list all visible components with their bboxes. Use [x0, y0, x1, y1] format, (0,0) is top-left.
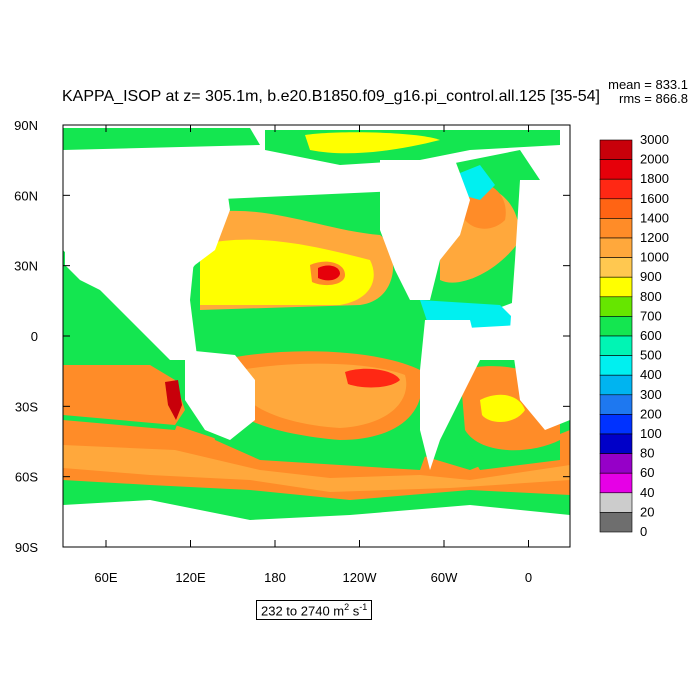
leeuwin-hot [165, 380, 182, 420]
lon-tick-label: 120E [175, 570, 206, 585]
colorbar-swatch [599, 453, 633, 474]
colorbar-label: 3000 [640, 132, 669, 147]
colorbar-swatch [599, 512, 633, 533]
data-range-label: 232 to 2740 m2 s-1 [256, 600, 373, 621]
colorbar-label: 100 [640, 426, 662, 441]
lon-tick-label: 180 [264, 570, 286, 585]
colorbar-swatch [599, 492, 633, 513]
indian-ocean-orange [63, 365, 185, 425]
longitude-ticks: 60E 120E 180 120W 60W 0 [94, 125, 532, 585]
lat-tick-label: 90S [15, 540, 38, 555]
acc-light [63, 445, 570, 492]
colorbar-swatch [599, 335, 633, 356]
mean-stat: mean = 833.1 [608, 77, 688, 92]
colorbar-label: 0 [640, 524, 647, 539]
land-europe-africa [510, 180, 570, 430]
stats-block: mean = 833.1 rms = 866.8 [608, 78, 688, 106]
lat-tick-label: 90N [14, 118, 38, 133]
colorbar-swatch [599, 316, 633, 337]
colorbar-swatch [599, 394, 633, 415]
colorbar-label: 1000 [640, 250, 669, 265]
arctic-yellow [305, 132, 440, 154]
colorbar-label: 1400 [640, 210, 669, 225]
colorbar-label: 700 [640, 308, 662, 323]
lat-tick-label: 30N [14, 259, 38, 274]
colorbar-label: 80 [640, 446, 654, 461]
land-north-america [380, 160, 470, 300]
lat-tick-label: 60N [14, 188, 38, 203]
colorbar-label: 20 [640, 504, 654, 519]
colorbar-label: 600 [640, 328, 662, 343]
north-pacific-hot [318, 265, 340, 281]
colorbar-label: 2000 [640, 152, 669, 167]
colorbar-label: 1600 [640, 191, 669, 206]
colorbar-swatch [599, 414, 633, 435]
range-text: 232 to 2740 m [261, 603, 345, 619]
range-exp1: 2 [344, 602, 350, 612]
colorbar-label: 40 [640, 485, 654, 500]
lat-tick-label: 0 [31, 329, 38, 344]
colorbar-label: 60 [640, 465, 654, 480]
colorbar-label: 1800 [640, 171, 669, 186]
lon-tick-label: 60W [431, 570, 458, 585]
colorbar-swatch [599, 218, 633, 239]
lon-tick-label: 0 [525, 570, 532, 585]
colorbar-swatch [599, 296, 633, 317]
colorbar-swatch [599, 159, 633, 180]
colorbar-swatch [599, 257, 633, 278]
land-antarctica [63, 520, 570, 547]
land-south-america [420, 320, 480, 470]
range-mid: s [349, 603, 360, 619]
latitude-ticks: 90N 60N 30N 0 30S 60S 90S [14, 118, 570, 555]
colorbar-swatch [599, 237, 633, 258]
arctic-dark-band [63, 128, 260, 150]
north-pacific-yellow [200, 239, 374, 305]
colorbar: 3000200018001600140012001000900800700600… [599, 132, 669, 539]
colorbar-label: 400 [640, 367, 662, 382]
map-field [63, 125, 570, 547]
south-pacific-hot [345, 368, 400, 388]
colorbar-label: 500 [640, 348, 662, 363]
colorbar-swatch [599, 433, 633, 454]
rms-stat: rms = 866.8 [618, 91, 688, 106]
range-exp2: -1 [359, 602, 368, 612]
land-australia [185, 350, 255, 440]
colorbar-label: 800 [640, 289, 662, 304]
colorbar-swatch [599, 374, 633, 396]
colorbar-swatch [599, 139, 633, 160]
colorbar-swatch [599, 178, 633, 200]
colorbar-swatch [599, 472, 633, 494]
lat-tick-label: 30S [15, 399, 38, 414]
lon-tick-label: 120W [343, 570, 378, 585]
colorbar-swatch [599, 276, 633, 298]
map-title: KAPPA_ISOP at z= 305.1m, b.e20.B1850.f09… [62, 88, 600, 105]
lat-tick-label: 60S [15, 470, 38, 485]
colorbar-swatch [599, 198, 633, 219]
colorbar-label: 200 [640, 406, 662, 421]
colorbar-swatch [599, 355, 633, 376]
south-atlantic-yellow [480, 394, 525, 422]
lon-tick-label: 60E [94, 570, 117, 585]
colorbar-label: 1200 [640, 230, 669, 245]
land-asia [100, 160, 230, 310]
colorbar-label: 300 [640, 387, 662, 402]
colorbar-label: 900 [640, 269, 662, 284]
